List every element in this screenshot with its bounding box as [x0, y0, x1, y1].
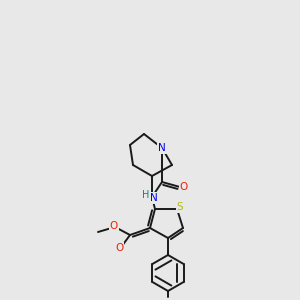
- Text: N: N: [150, 193, 158, 203]
- Text: O: O: [180, 182, 188, 192]
- Text: N: N: [158, 143, 166, 153]
- Text: S: S: [177, 202, 183, 212]
- Text: O: O: [110, 221, 118, 231]
- Text: O: O: [115, 243, 123, 253]
- Text: H: H: [142, 190, 150, 200]
